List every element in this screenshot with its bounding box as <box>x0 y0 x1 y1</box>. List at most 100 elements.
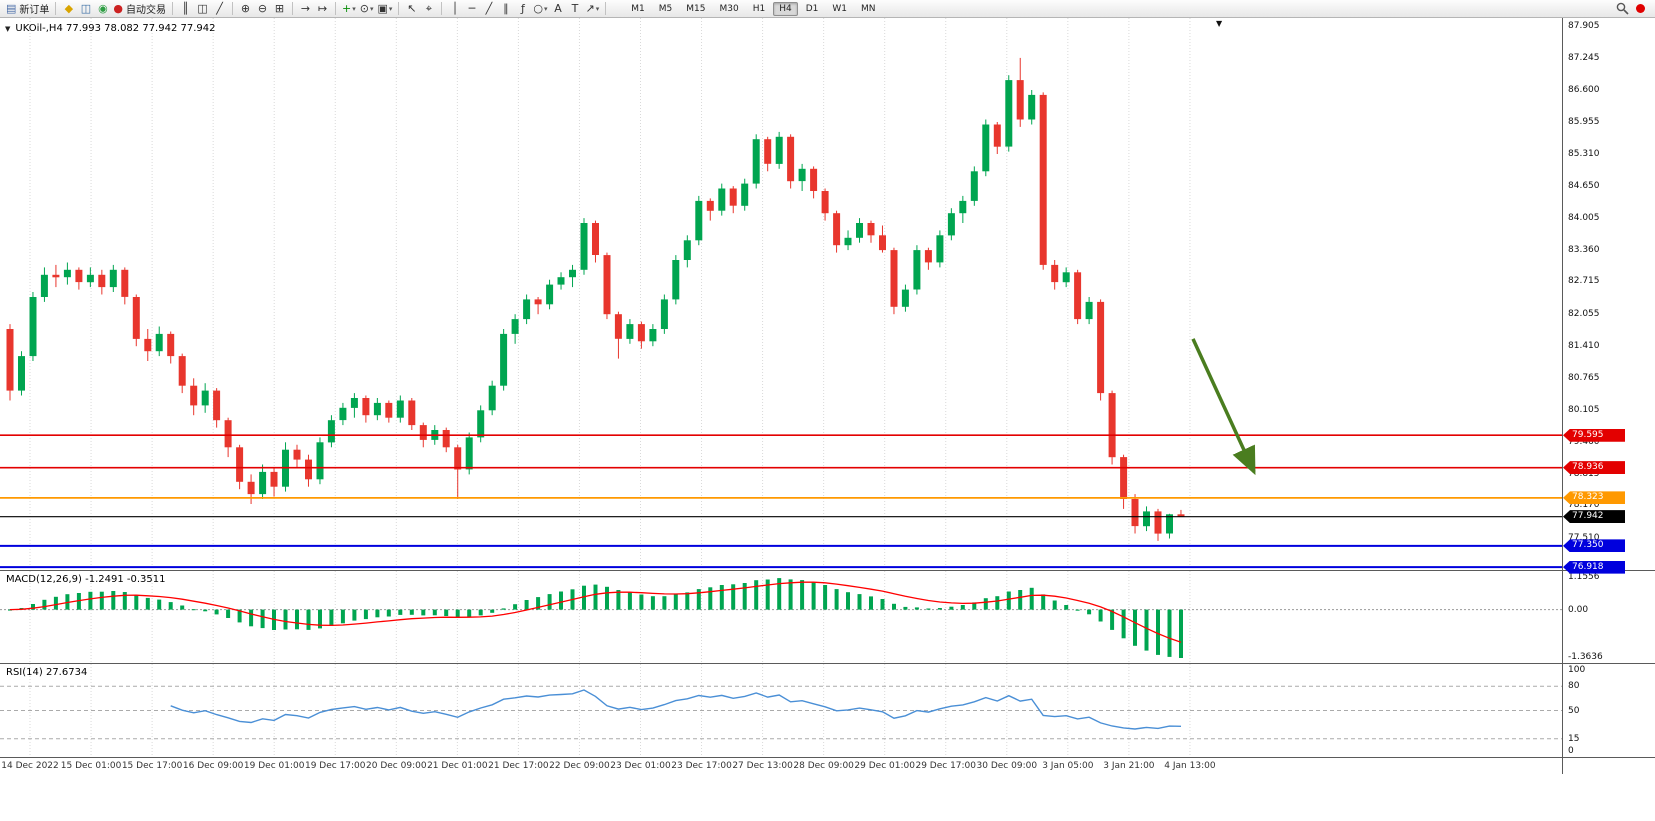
zoom-out-button[interactable]: ⊖ <box>254 1 271 17</box>
dropdown-arrow-icon[interactable]: ▾ <box>595 4 600 13</box>
shapes-button[interactable]: ○ ▾ <box>531 1 549 17</box>
candle <box>592 220 599 263</box>
macd-histogram-bar <box>582 585 586 610</box>
macd-histogram-bar <box>892 603 896 610</box>
macd-histogram-bar <box>513 604 518 610</box>
macd-signal-line <box>9 581 1182 643</box>
candle <box>1177 509 1185 517</box>
macd-panel-svg[interactable] <box>0 571 1562 663</box>
horizontal-line-button[interactable]: ─ <box>463 1 480 17</box>
candle-body <box>155 333 163 352</box>
dropdown-arrow-icon[interactable]: ▾ <box>388 4 393 13</box>
time-axis-separator <box>0 757 1655 758</box>
charts-icon[interactable]: ◆ <box>60 1 77 17</box>
timeframe-h1-button[interactable]: H1 <box>752 3 766 14</box>
fibonacci-button[interactable]: ƒ <box>514 1 531 17</box>
candle-body <box>741 183 749 206</box>
rsi-panel-svg[interactable] <box>0 664 1562 757</box>
candle <box>109 264 117 292</box>
new-order-button-label: 新订单 <box>19 5 50 16</box>
time-axis-label: 15 Dec 01:00 <box>60 761 122 771</box>
price-axis-label: 81.410 <box>1568 340 1600 351</box>
timeframe-mn-button[interactable]: MN <box>860 3 876 14</box>
templates-button[interactable]: ▣ ▾ <box>375 1 394 17</box>
vertical-line-button[interactable]: │ <box>446 1 463 17</box>
search-icon[interactable] <box>1616 2 1629 15</box>
candle-body <box>856 223 863 238</box>
text-button[interactable]: A <box>550 1 567 17</box>
macd-histogram-bar <box>409 609 414 615</box>
candle-body <box>959 200 967 214</box>
tile-windows-button[interactable]: ⊞ <box>271 1 288 17</box>
toolbar: ▤ 新订单 ◆ ◫ ◉ ● 自动交易 ║ ◫ ╱ ⊕ ⊖ ⊞ → ↦ + ▾ ⊙ ▾ ▣ ▾ ↖ ⌖ │ ─ ╱ ∥ ƒ ○ ▾ A T ↗ ▾ … <box>0 0 1655 18</box>
macd-histogram-bar <box>76 593 81 610</box>
dropdown-arrow-icon[interactable]: ▾ <box>352 4 356 13</box>
macd-histogram-bar <box>260 609 265 629</box>
crosshair-button[interactable]: ⌖ <box>420 1 437 17</box>
bar-chart-type-button[interactable]: ║ <box>177 1 194 17</box>
time-axis-label: 23 Dec 01:00 <box>610 761 671 771</box>
timeframe-h4-button[interactable]: H4 <box>773 1 798 16</box>
macd-histogram-bar <box>685 592 690 610</box>
candlestick-type-button[interactable]: ◫ <box>194 1 211 17</box>
auto-scroll-button[interactable]: → <box>297 1 314 17</box>
trend-arrow[interactable] <box>1191 338 1256 476</box>
macd-histogram-bar <box>295 609 299 630</box>
channel-button[interactable]: ∥ <box>497 1 514 17</box>
community-icon[interactable]: ◉ <box>94 1 111 17</box>
cursor-button[interactable]: ↖ <box>403 1 420 17</box>
macd-histogram-bar <box>960 605 965 610</box>
candle-body <box>144 338 152 352</box>
macd-panel-separator[interactable] <box>0 570 1655 571</box>
periods-button[interactable]: ⊙ ▾ <box>358 1 376 17</box>
collapse-arrow-icon[interactable]: ▼ <box>5 24 11 33</box>
time-axis-label: 19 Dec 01:00 <box>243 761 305 771</box>
text-icon: A <box>554 1 562 15</box>
price-axis-label: 82.055 <box>1568 308 1600 319</box>
dropdown-arrow-icon[interactable]: ▾ <box>369 4 374 13</box>
candle <box>580 218 588 275</box>
timeframe-w1-button[interactable]: W1 <box>832 3 847 14</box>
timeframe-m5-button[interactable]: M5 <box>658 3 673 14</box>
macd-histogram-bar <box>903 606 908 610</box>
time-axis-label: 29 Dec 17:00 <box>915 761 977 771</box>
macd-histogram-bar <box>283 609 288 630</box>
timeframe-m15-button[interactable]: M15 <box>686 3 706 14</box>
line-chart-type-button[interactable]: ╱ <box>211 1 228 17</box>
timeframe-d1-button[interactable]: D1 <box>805 3 819 14</box>
label-button[interactable]: T <box>567 1 584 17</box>
chart-shift-marker-icon[interactable]: ▼ <box>1216 19 1223 28</box>
candle-body <box>626 324 634 339</box>
indicators-button[interactable]: + ▾ <box>340 1 358 17</box>
macd-histogram-bar <box>1064 605 1069 610</box>
macd-histogram-bar <box>421 609 426 616</box>
price-chart-svg[interactable] <box>0 18 1562 570</box>
candle <box>993 122 1001 154</box>
timeframe-m30-button[interactable]: M30 <box>719 3 739 14</box>
alert-indicator-icon[interactable] <box>1636 4 1645 13</box>
candle-body <box>534 299 542 305</box>
arrows-tool-button[interactable]: ↗ ▾ <box>584 1 602 17</box>
new-order-button[interactable]: ▤ 新订单 <box>4 1 51 17</box>
candle-body <box>982 124 990 172</box>
candle-body <box>408 400 416 426</box>
candle-body <box>29 297 37 357</box>
macd-histogram-bar <box>1075 609 1080 611</box>
candle <box>1074 269 1082 325</box>
macd-histogram-bar <box>490 609 495 613</box>
candle-body <box>1177 514 1185 517</box>
macd-histogram-bar <box>180 605 185 610</box>
dropdown-arrow-icon[interactable]: ▾ <box>544 4 548 13</box>
horizontal-line-icon: ─ <box>468 1 476 15</box>
chart-title-text: UKOil-,H4 77.993 78.082 77.942 77.942 <box>15 23 216 34</box>
trendline-button[interactable]: ╱ <box>480 1 497 17</box>
timeframe-m1-button[interactable]: M1 <box>631 3 645 14</box>
profile-icon[interactable]: ◫ <box>77 1 94 17</box>
zoom-in-button[interactable]: ⊕ <box>237 1 254 17</box>
rsi-panel-separator[interactable] <box>0 663 1655 664</box>
candle-body <box>1154 511 1162 534</box>
chart-shift-button[interactable]: ↦ <box>314 1 331 17</box>
macd-histogram-bar <box>398 609 403 615</box>
autotrading-button[interactable]: ● 自动交易 <box>111 1 168 17</box>
